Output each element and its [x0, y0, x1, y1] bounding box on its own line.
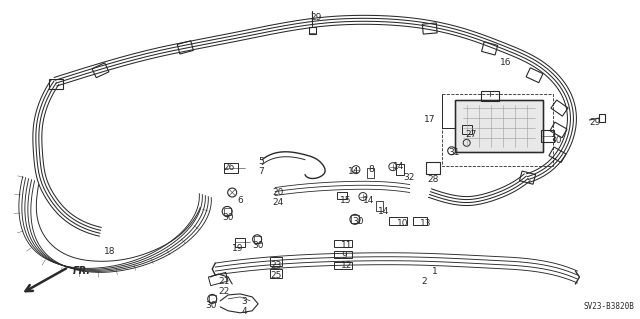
Bar: [177, 41, 193, 54]
Text: 29: 29: [589, 118, 601, 127]
Text: 23: 23: [270, 261, 282, 270]
Text: 13: 13: [420, 219, 431, 228]
Text: 27: 27: [466, 130, 477, 139]
Bar: [270, 269, 282, 278]
Text: 30: 30: [550, 136, 562, 145]
Text: 17: 17: [424, 115, 435, 124]
Bar: [422, 23, 437, 34]
Bar: [550, 122, 567, 138]
Bar: [481, 42, 498, 55]
Bar: [481, 91, 499, 101]
Text: 24: 24: [272, 197, 284, 206]
Bar: [224, 208, 230, 215]
Text: 3: 3: [241, 297, 247, 306]
Bar: [367, 168, 374, 178]
Text: 5: 5: [258, 157, 264, 166]
Text: 19: 19: [232, 244, 244, 253]
Bar: [389, 217, 407, 225]
Text: 16: 16: [500, 58, 511, 67]
Text: 14: 14: [378, 207, 389, 217]
Text: 14: 14: [348, 167, 359, 176]
Text: 10: 10: [397, 219, 408, 228]
Bar: [461, 125, 472, 134]
Text: 30: 30: [252, 241, 264, 250]
Text: 26: 26: [223, 163, 235, 172]
Bar: [549, 147, 566, 163]
Text: 4: 4: [241, 307, 247, 316]
Bar: [334, 240, 352, 247]
Bar: [413, 217, 427, 225]
Bar: [376, 202, 383, 211]
Text: 14: 14: [363, 196, 374, 204]
Text: 6: 6: [237, 196, 243, 204]
Text: 18: 18: [104, 247, 115, 256]
Text: 11: 11: [341, 241, 353, 250]
Bar: [334, 251, 352, 258]
Bar: [49, 79, 63, 89]
Text: 14: 14: [393, 162, 404, 171]
Text: 1: 1: [432, 267, 438, 276]
Text: 28: 28: [428, 174, 439, 184]
Text: 32: 32: [403, 173, 414, 182]
Text: 30: 30: [222, 213, 234, 222]
Text: 15: 15: [340, 196, 351, 204]
Text: FR.: FR.: [72, 266, 90, 276]
Text: 30: 30: [352, 217, 364, 226]
Text: 20: 20: [272, 188, 284, 197]
Bar: [454, 100, 543, 152]
Bar: [253, 236, 260, 243]
Text: 29: 29: [310, 13, 321, 22]
Bar: [337, 192, 347, 199]
Text: 21: 21: [218, 277, 230, 286]
Text: 8: 8: [368, 165, 374, 174]
Text: 12: 12: [341, 261, 353, 270]
Bar: [442, 94, 554, 166]
Text: 30: 30: [205, 301, 217, 310]
Bar: [541, 130, 554, 142]
Text: 25: 25: [270, 271, 282, 280]
Text: 2: 2: [422, 277, 428, 286]
Bar: [334, 262, 352, 269]
Bar: [520, 171, 536, 184]
Bar: [426, 162, 440, 174]
Bar: [224, 163, 238, 173]
Bar: [551, 100, 568, 116]
Text: SV23-B3820B: SV23-B3820B: [584, 302, 634, 311]
Bar: [454, 100, 543, 152]
Text: 22: 22: [218, 287, 230, 296]
Bar: [92, 63, 109, 78]
Bar: [209, 272, 228, 286]
Bar: [308, 26, 316, 34]
Bar: [526, 68, 543, 83]
Text: 31: 31: [449, 148, 460, 157]
Bar: [235, 238, 245, 247]
Bar: [396, 164, 404, 175]
Text: 9: 9: [341, 251, 347, 260]
Text: 7: 7: [258, 167, 264, 176]
Bar: [600, 114, 605, 122]
Bar: [270, 257, 282, 266]
Bar: [351, 215, 359, 223]
Bar: [209, 295, 216, 302]
